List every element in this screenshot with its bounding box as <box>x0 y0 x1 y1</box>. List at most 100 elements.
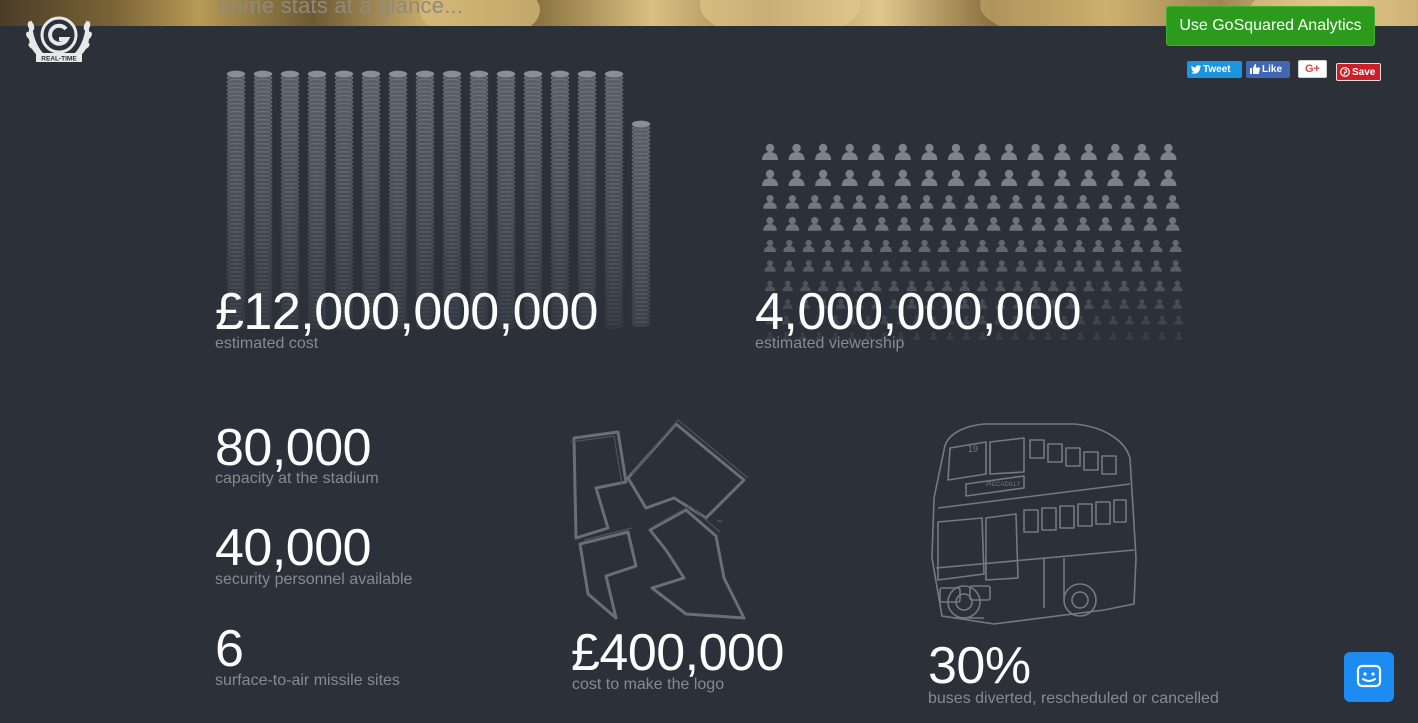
person-icon <box>1092 239 1105 252</box>
chat-icon <box>1356 664 1382 688</box>
person-icon <box>875 195 889 209</box>
twitter-icon <box>1191 65 1201 74</box>
person-icon <box>894 143 911 160</box>
person-icon <box>894 169 911 186</box>
person-icon <box>868 143 885 160</box>
person-icon <box>1160 169 1177 186</box>
coin-stack-icon <box>307 70 327 329</box>
person-icon <box>986 217 1001 231</box>
person-icon <box>1030 280 1041 292</box>
person-icon <box>1108 315 1118 325</box>
person-icon <box>899 239 912 252</box>
coin-stack-icon <box>253 70 273 329</box>
coin-stack-icon <box>631 120 651 327</box>
person-icon <box>765 299 775 309</box>
person-icon <box>880 260 892 272</box>
realtime-laurel-logo-icon[interactable]: REAL-TIME <box>24 4 94 72</box>
stat-logo-cost-label: cost to make the logo <box>572 676 725 693</box>
facebook-like-icon <box>1250 64 1260 74</box>
person-icon <box>962 331 971 340</box>
person-icon <box>1027 315 1036 325</box>
person-icon <box>938 260 950 272</box>
coin-stack-icon <box>577 70 597 329</box>
person-icon <box>1054 169 1071 186</box>
person-icon <box>1048 299 1059 309</box>
person-icon <box>1136 280 1148 292</box>
person-icon <box>1157 315 1167 325</box>
person-icon <box>976 260 989 272</box>
coin-stack-icon <box>415 70 435 329</box>
person-icon <box>1092 260 1105 272</box>
person-icon <box>1165 195 1180 209</box>
person-icon <box>1141 315 1151 325</box>
person-icon <box>978 315 987 325</box>
svg-text:19: 19 <box>968 444 978 454</box>
person-icon <box>977 299 988 309</box>
person-icon <box>1009 195 1023 209</box>
google-plus-button[interactable]: G+ <box>1298 60 1327 78</box>
tweet-button[interactable]: Tweet <box>1187 61 1242 78</box>
person-icon <box>1111 239 1124 252</box>
person-icon <box>782 280 793 292</box>
person-icon <box>864 331 873 340</box>
person-icon <box>994 315 1004 325</box>
person-icon <box>995 299 1006 309</box>
stat-cost-value: £12,000,000,000 <box>215 283 598 341</box>
person-icon <box>1048 280 1059 292</box>
person-icon <box>1031 195 1046 209</box>
person-icon <box>788 143 805 160</box>
person-icon <box>853 280 864 292</box>
person-icon <box>899 260 911 272</box>
person-icon <box>1133 143 1150 160</box>
person-icon <box>1109 331 1118 340</box>
person-icon <box>841 169 858 186</box>
person-icon <box>1076 195 1090 209</box>
person-icon <box>817 280 829 292</box>
person-icon <box>959 299 970 309</box>
coin-stack-icon <box>388 70 408 329</box>
person-icon <box>889 299 899 309</box>
person-icon <box>1131 260 1143 272</box>
pinterest-save-button[interactable]: Save <box>1336 63 1381 81</box>
stat-security-value: 40,000 <box>215 519 372 577</box>
person-icon <box>1169 239 1182 252</box>
person-icon <box>836 299 846 309</box>
person-icon <box>1107 169 1124 186</box>
person-icon <box>1027 169 1044 186</box>
person-icon <box>947 169 964 186</box>
person-icon <box>841 260 853 272</box>
facebook-like-button[interactable]: Like <box>1246 61 1290 78</box>
person-icon <box>947 143 964 160</box>
person-icon <box>1009 217 1023 231</box>
person-icon <box>1031 217 1046 231</box>
person-icon <box>764 260 776 272</box>
person-icon <box>1053 195 1068 209</box>
use-gosquared-analytics-button[interactable]: Use GoSquared Analytics <box>1166 6 1375 46</box>
person-icon <box>1165 217 1180 231</box>
person-icon <box>785 195 800 209</box>
person-icon <box>781 315 791 325</box>
person-icon <box>1154 299 1165 309</box>
person-icon <box>763 217 777 231</box>
person-icon <box>1098 217 1113 231</box>
stat-buses-value: 30% <box>928 637 1031 695</box>
save-label: Save <box>1352 67 1376 78</box>
person-icon <box>924 280 935 292</box>
person-icon <box>766 331 774 340</box>
person-icon <box>853 299 864 309</box>
person-icon <box>986 195 1001 209</box>
people-grid-icon <box>762 143 1184 340</box>
person-icon <box>941 280 953 292</box>
person-icon <box>798 331 807 340</box>
person-icon <box>1092 331 1101 340</box>
person-icon <box>815 331 824 340</box>
person-icon <box>1172 299 1183 309</box>
person-icon <box>1066 299 1076 309</box>
person-icon <box>831 331 840 340</box>
person-icon <box>1121 217 1135 231</box>
person-icon <box>814 315 824 325</box>
person-icon <box>976 239 989 252</box>
chat-launcher-button[interactable] <box>1344 652 1394 702</box>
person-icon <box>871 299 882 309</box>
like-label: Like <box>1262 64 1283 75</box>
